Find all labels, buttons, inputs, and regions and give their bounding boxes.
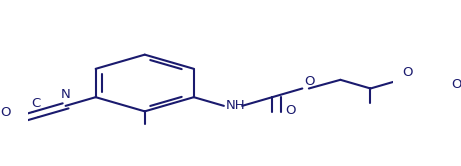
Text: N: N <box>61 88 71 101</box>
Text: O: O <box>402 66 413 79</box>
Text: C: C <box>31 97 40 110</box>
Text: O: O <box>304 75 314 88</box>
Text: O: O <box>285 104 296 117</box>
Text: NH: NH <box>226 99 245 112</box>
Text: O: O <box>0 106 11 119</box>
Text: O: O <box>451 78 461 90</box>
